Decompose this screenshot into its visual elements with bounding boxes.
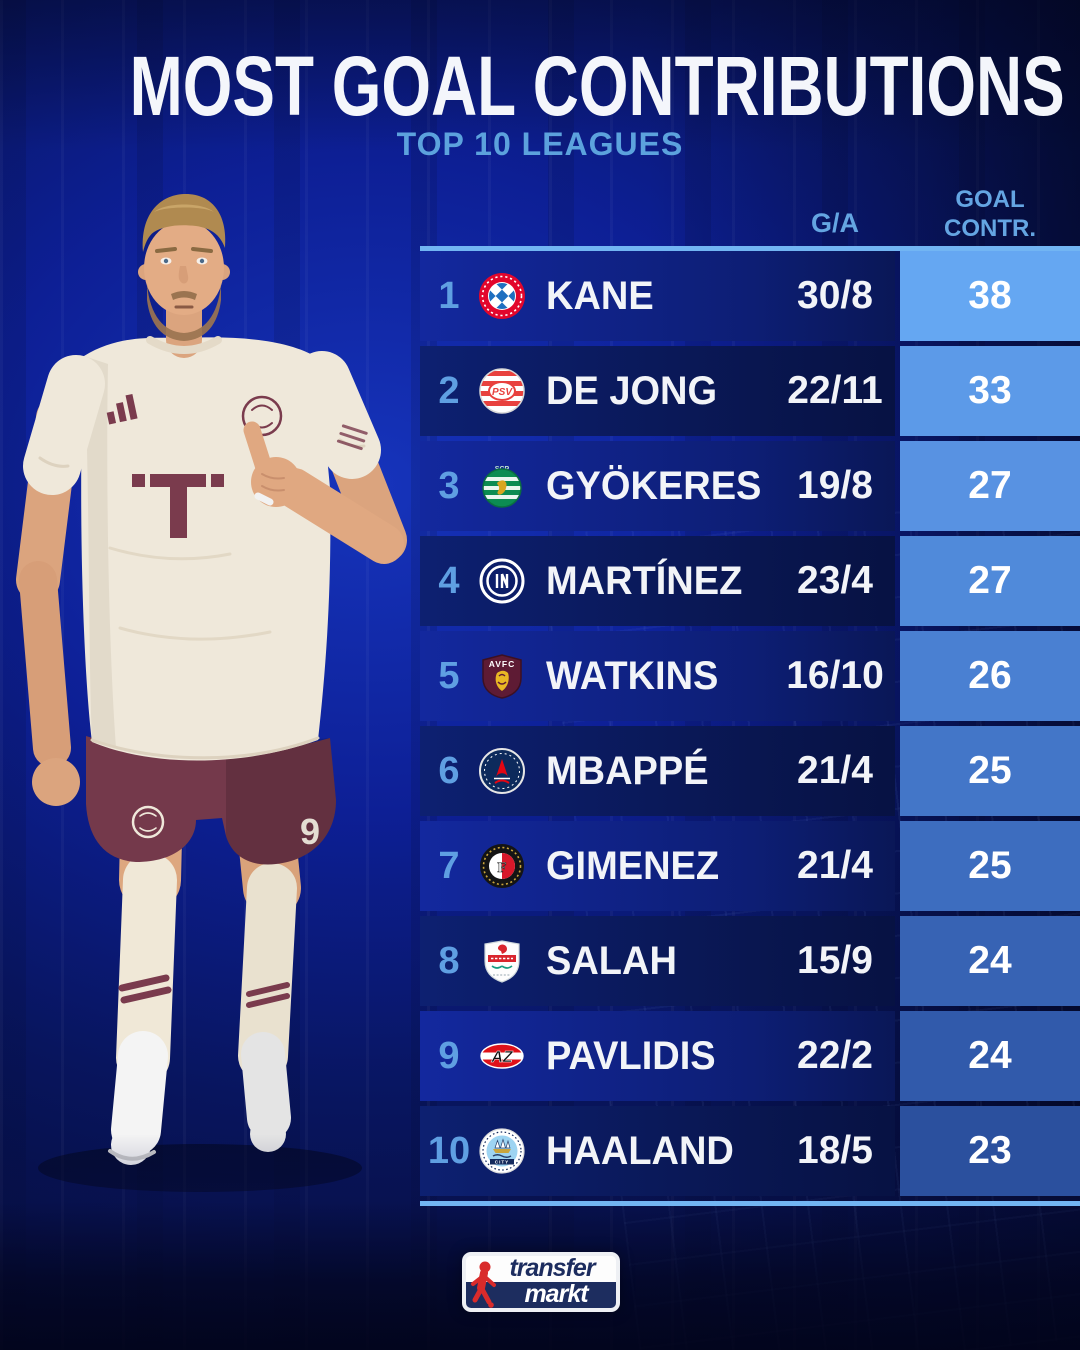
column-header-goal-contr: GOAL CONTR. xyxy=(900,186,1080,243)
transfermarkt-player-icon xyxy=(471,1261,496,1308)
bayern-munich-badge-icon xyxy=(478,272,526,320)
ga-value: 16/10 xyxy=(786,654,884,697)
ga-value: 18/5 xyxy=(797,1129,873,1172)
player-name: MBAPPÉ xyxy=(546,748,709,793)
goal-contr-value: 23 xyxy=(900,1106,1080,1196)
goal-contr-value: 25 xyxy=(900,726,1080,816)
player-name: GIMENEZ xyxy=(546,843,720,888)
player-name: HAALAND xyxy=(546,1128,734,1173)
page-subtitle: TOP 10 LEAGUES xyxy=(396,126,684,162)
table-row: 7 F GIMENEZ 21/4 25 xyxy=(420,821,1080,911)
column-header-ga: G/A xyxy=(810,208,859,238)
psv-eindhoven-badge-icon: PSV xyxy=(478,367,526,415)
ga-value: 22/11 xyxy=(787,369,883,412)
table-row: 10 CITY HAALAND 18/5 23 xyxy=(420,1106,1080,1196)
svg-text:AVFC: AVFC xyxy=(489,659,516,669)
player-photo: 9 xyxy=(16,193,407,1192)
rank-label: 2 xyxy=(438,369,460,412)
svg-text:F: F xyxy=(497,860,506,876)
rank-label: 9 xyxy=(438,1034,460,1077)
ga-value: 23/4 xyxy=(797,559,873,602)
inter-milan-badge-icon xyxy=(478,557,526,605)
player-name: DE JONG xyxy=(546,368,718,413)
player-name: SALAH xyxy=(546,938,677,983)
svg-text:PSV: PSV xyxy=(492,387,513,398)
goal-contr-value: 33 xyxy=(900,346,1080,436)
player-name: WATKINS xyxy=(546,653,719,698)
player-name: GYÖKERES xyxy=(546,463,762,508)
table-bottom-border xyxy=(420,1201,1080,1206)
ga-value: 30/8 xyxy=(797,274,873,317)
table-row: 8 SALAH 15/9 24 xyxy=(420,916,1080,1006)
goal-contr-value: 24 xyxy=(900,1011,1080,1101)
ga-value: 21/4 xyxy=(797,749,873,792)
table-row: 2 PSV DE JONG 22/11 33 xyxy=(420,346,1080,436)
goal-contr-value: 25 xyxy=(900,821,1080,911)
goal-contr-value: 26 xyxy=(900,631,1080,721)
svg-text:9: 9 xyxy=(300,811,320,852)
rank-label: 7 xyxy=(438,844,460,887)
ranking-table: G/A GOAL CONTR. 1 KANE 30/8 38 2 xyxy=(420,183,1080,1206)
player-name: KANE xyxy=(546,273,654,318)
svg-text:AZ: AZ xyxy=(490,1049,514,1066)
table-row: 9 AZ PAVLIDIS 22/2 24 xyxy=(420,1011,1080,1101)
az-alkmaar-badge-icon: AZ xyxy=(478,1032,526,1080)
page-title: MOST GOAL CONTRIBUTIONS xyxy=(129,39,1065,133)
goal-contr-value: 27 xyxy=(900,536,1080,626)
goal-contr-value: 38 xyxy=(900,251,1080,341)
table-header: G/A GOAL CONTR. xyxy=(420,183,1080,246)
rank-label: 3 xyxy=(438,464,460,507)
sporting-cp-badge-icon: SCP xyxy=(478,462,526,510)
rank-label: 6 xyxy=(438,749,460,792)
ga-value: 22/2 xyxy=(797,1034,873,1077)
psg-badge-icon xyxy=(478,747,526,795)
player-name: PAVLIDIS xyxy=(546,1033,716,1078)
rank-label: 1 xyxy=(438,274,460,317)
column-header-goal-contr-line2: CONTR. xyxy=(944,214,1036,242)
ga-value: 15/9 xyxy=(797,939,873,982)
liverpool-badge-icon xyxy=(478,937,526,985)
table-row: 3 SCP GYÖKERES 19/8 27 xyxy=(420,441,1080,531)
rank-label: 4 xyxy=(438,559,460,602)
svg-text:CITY: CITY xyxy=(495,1160,509,1165)
manchester-city-badge-icon: CITY xyxy=(478,1127,526,1175)
aston-villa-badge-icon: AVFC xyxy=(478,652,526,700)
table-row: 5 AVFC WATKINS 16/10 26 xyxy=(420,631,1080,721)
goal-contr-value: 27 xyxy=(900,441,1080,531)
rank-label: 5 xyxy=(438,654,460,697)
player-name: MARTÍNEZ xyxy=(546,558,743,603)
ga-value: 21/4 xyxy=(797,844,873,887)
table-row: 1 KANE 30/8 38 xyxy=(420,251,1080,341)
transfermarkt-logo: transfer markt xyxy=(462,1252,620,1312)
table-row: 4 MARTÍNEZ 23/4 27 xyxy=(420,536,1080,626)
table-row: 6 MBAPPÉ 21/4 25 xyxy=(420,726,1080,816)
ga-value: 19/8 xyxy=(797,464,873,507)
rank-label: 10 xyxy=(427,1129,471,1172)
feyenoord-badge-icon: F xyxy=(478,842,526,890)
column-header-goal-contr-line1: GOAL xyxy=(955,186,1025,214)
goal-contr-value: 24 xyxy=(900,916,1080,1006)
rank-label: 8 xyxy=(438,939,460,982)
